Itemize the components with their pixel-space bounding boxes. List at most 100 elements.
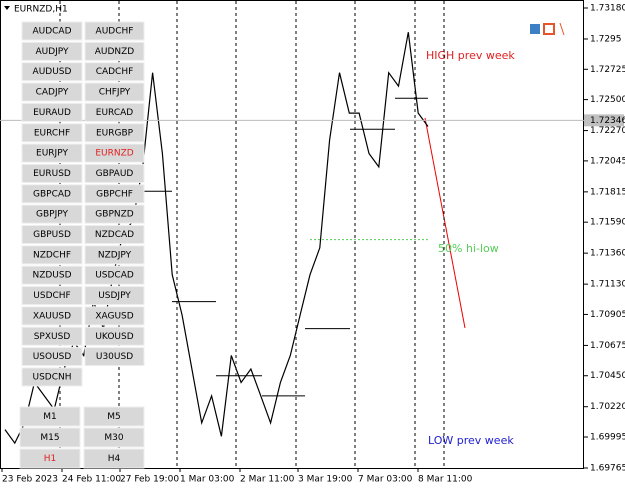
button-label[interactable]: GBPNZD: [95, 210, 133, 220]
symbol-button[interactable]: [84, 41, 145, 61]
button-label[interactable]: H4: [108, 454, 121, 464]
button-label[interactable]: M30: [104, 433, 123, 443]
button-label[interactable]: CADCHF: [96, 67, 134, 77]
y-tick-label: 1.70450: [590, 371, 625, 381]
symbol-button[interactable]: [21, 306, 83, 326]
button-label[interactable]: USDJPY: [98, 291, 131, 301]
button-label[interactable]: CHFJPY: [99, 88, 131, 98]
menu-arrow[interactable]: [4, 6, 10, 10]
y-tick-label: 1.72045: [590, 156, 625, 166]
button-label[interactable]: EURJPY: [36, 149, 68, 159]
button-label[interactable]: AUDJPY: [35, 47, 69, 57]
symbol-button[interactable]: [21, 143, 83, 163]
symbol-button[interactable]: [21, 41, 83, 61]
x-tick-label: 7 Mar 03:00: [358, 475, 413, 485]
button-label[interactable]: NZDUSD: [32, 271, 71, 281]
button-label[interactable]: NZDCHF: [33, 250, 71, 260]
button-label[interactable]: GBPCHF: [96, 189, 133, 199]
button-label[interactable]: GBPCAD: [33, 189, 71, 199]
button-label[interactable]: AUDCHF: [96, 27, 134, 37]
button-label[interactable]: GBPUSD: [33, 230, 71, 240]
annotation: 50% hi-low: [438, 242, 499, 255]
button-label[interactable]: M15: [40, 433, 59, 443]
symbol-button[interactable]: [21, 367, 83, 387]
y-tick-label: 1.71130: [590, 280, 625, 290]
symbol-button[interactable]: [21, 286, 83, 306]
y-tick-label: 1.70675: [590, 341, 625, 351]
button-label[interactable]: USDCHF: [33, 291, 70, 301]
button-label[interactable]: EURCAD: [96, 108, 134, 118]
button-label[interactable]: U30USD: [96, 352, 133, 362]
symbol-button[interactable]: [84, 21, 145, 41]
symbol-button[interactable]: [21, 245, 83, 265]
symbol-button[interactable]: [84, 286, 145, 306]
annotation: LOW prev week: [428, 434, 514, 447]
symbol-button[interactable]: [84, 265, 145, 285]
symbol-button[interactable]: [83, 448, 145, 469]
button-label[interactable]: USDCNH: [32, 372, 71, 382]
button-label[interactable]: CADJPY: [36, 88, 69, 98]
x-tick-label: 1 Mar 03:00: [180, 475, 235, 485]
button-label[interactable]: UKOUSD: [95, 332, 133, 342]
symbol-button[interactable]: [84, 204, 145, 224]
button-label[interactable]: NZDJPY: [98, 250, 132, 260]
button-label[interactable]: EURUSD: [33, 169, 71, 179]
button-label[interactable]: AUDNZD: [95, 47, 135, 57]
button-label[interactable]: H1: [44, 454, 57, 464]
symbol-button[interactable]: [21, 347, 83, 367]
x-tick-label: 2 Mar 11:00: [240, 475, 295, 485]
button-label[interactable]: EURGBP: [96, 128, 134, 138]
button-label[interactable]: EURCHF: [34, 128, 70, 138]
symbol-button[interactable]: [84, 143, 145, 163]
symbol-button[interactable]: [21, 123, 83, 143]
symbol-button[interactable]: [21, 62, 83, 82]
symbol-button[interactable]: [21, 265, 83, 285]
button-label[interactable]: GBPAUD: [96, 169, 134, 179]
y-tick-label: 1.7295: [590, 34, 622, 44]
button-label[interactable]: XAUUSD: [33, 311, 71, 321]
symbol-button[interactable]: [83, 427, 145, 448]
symbol-button[interactable]: [84, 347, 145, 367]
y-tick-label: 1.72270: [590, 126, 625, 136]
symbol-button[interactable]: [84, 306, 145, 326]
button-label[interactable]: USOUSD: [33, 352, 72, 362]
icon[interactable]: [543, 23, 555, 35]
button-label[interactable]: AUDUSD: [33, 67, 72, 77]
symbol-button[interactable]: [84, 326, 145, 346]
symbol-button[interactable]: [84, 82, 145, 102]
symbol-button[interactable]: [19, 448, 81, 469]
icon[interactable]: [530, 24, 540, 34]
button-label[interactable]: NZDCAD: [95, 230, 134, 240]
symbol-button[interactable]: [83, 406, 145, 427]
button-label[interactable]: SPXUSD: [34, 332, 71, 342]
button-label[interactable]: M5: [107, 412, 121, 422]
x-tick-label: 24 Feb 11:00: [62, 475, 121, 485]
symbol-button[interactable]: [19, 427, 81, 448]
symbol-button[interactable]: [84, 225, 145, 244]
y-tick-label: 1.70905: [590, 310, 625, 320]
symbol-button[interactable]: [21, 184, 83, 204]
button-label[interactable]: GBPJPY: [36, 210, 68, 220]
symbol-button[interactable]: [19, 406, 81, 427]
button-label[interactable]: XAGUSD: [95, 311, 133, 321]
button-label[interactable]: EURAUD: [33, 108, 71, 118]
symbol-button[interactable]: [84, 163, 145, 183]
icon[interactable]: [559, 22, 565, 36]
button-label[interactable]: USDCAD: [95, 271, 134, 281]
button-label[interactable]: M1: [43, 412, 57, 422]
symbol-button[interactable]: [21, 326, 83, 346]
symbol-button[interactable]: [21, 163, 83, 183]
button-label[interactable]: AUDCAD: [32, 27, 71, 37]
symbol-button[interactable]: [84, 62, 145, 82]
symbol-button[interactable]: [84, 245, 145, 265]
symbol-button[interactable]: [84, 123, 145, 143]
symbol-button[interactable]: [21, 82, 83, 102]
symbol-button[interactable]: [21, 204, 83, 224]
symbol-button[interactable]: [84, 184, 145, 204]
button-label[interactable]: EURNZD: [95, 149, 133, 159]
symbol-button[interactable]: [21, 225, 83, 244]
symbol-button[interactable]: [21, 21, 83, 41]
symbol-button[interactable]: [21, 102, 83, 122]
y-tick-label: 1.69995: [590, 433, 625, 443]
symbol-button[interactable]: [84, 102, 145, 122]
